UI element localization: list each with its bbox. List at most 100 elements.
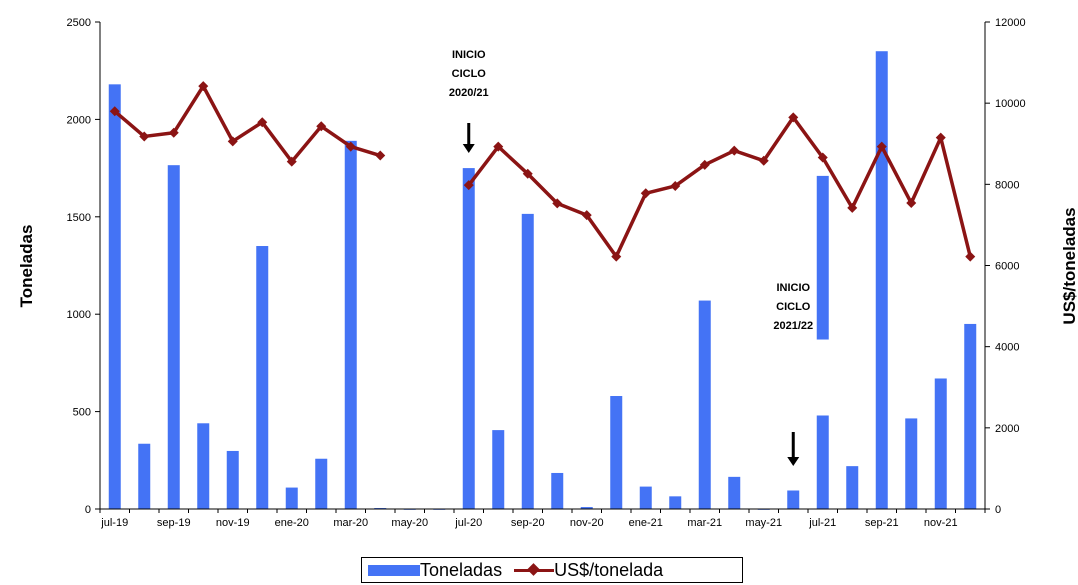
bar-ene-21 <box>639 486 652 509</box>
bar-sep-21 <box>875 51 888 509</box>
legend-label-price: US$/tonelada <box>554 559 664 580</box>
x-tick-label: nov-20 <box>570 517 604 529</box>
bar-oct-20 <box>551 472 564 509</box>
annotations-layer: INICIO CICLO 2020/21 INICIO CICLO 2021/22 <box>449 49 813 466</box>
y-right-tick-label: 10000 <box>995 98 1026 110</box>
legend-label-toneladas: Toneladas <box>420 559 503 580</box>
price-point-ene-20 <box>286 156 297 167</box>
price-point-oct-20 <box>552 198 563 209</box>
price-point-dic-19 <box>257 117 268 128</box>
price-point-ago-19 <box>139 131 150 142</box>
bar-ago-19 <box>138 443 151 509</box>
x-tick-label: may-20 <box>391 517 428 529</box>
y-right-tick-label: 0 <box>995 504 1001 516</box>
price-point-dic-20 <box>611 251 622 262</box>
axes-layer: 0 500 1000 1500 2000 2500 0 2000 4000 6000 8000 100… <box>67 17 1026 529</box>
price-point-jul-20 <box>463 180 474 191</box>
bar-ene-20 <box>285 487 298 509</box>
bar-mar-21 <box>698 300 711 509</box>
bar-dic-21 <box>964 323 977 509</box>
y-left-tick-label: 500 <box>73 407 91 419</box>
bar-nov-21 <box>934 378 947 509</box>
y-right-tick-label: 8000 <box>995 179 1019 191</box>
annotation-arrow-head <box>462 144 475 153</box>
legend-item-price: US$/tonelada <box>502 560 663 581</box>
price-point-sep-19 <box>168 127 179 138</box>
price-point-dic-21 <box>965 251 976 262</box>
bar-mar-20 <box>344 140 357 509</box>
x-tick-label: sep-19 <box>157 517 191 529</box>
legend-item-toneladas: Toneladas <box>362 560 502 581</box>
x-tick-label: ene-21 <box>629 517 663 529</box>
y-right-tick-label: 2000 <box>995 423 1019 435</box>
bar-feb-21 <box>669 496 682 509</box>
y-right-tick-label: 4000 <box>995 342 1019 354</box>
x-tick-label: jul-19 <box>100 517 128 529</box>
bar-jul-20 <box>462 168 475 509</box>
y-right-axis-title: US$/toneladas <box>1060 207 1078 324</box>
price-point-mar-21 <box>699 159 710 170</box>
bar-jun-21 <box>787 490 800 509</box>
price-line-segment-1 <box>467 115 972 259</box>
price-point-nov-19 <box>227 136 238 147</box>
price-point-mar-20 <box>345 141 356 152</box>
y-left-axis-title: Toneladas <box>17 225 36 308</box>
y-left-tick-label: 1000 <box>67 309 91 321</box>
legend: Toneladas US$/tonelada <box>361 557 743 583</box>
annotation-text: 2020/21 <box>449 87 489 99</box>
price-point-ago-20 <box>493 141 504 152</box>
bar-oct-19 <box>197 423 210 509</box>
price-point-nov-20 <box>581 210 592 221</box>
price-point-feb-20 <box>316 121 327 132</box>
price-point-sep-20 <box>522 168 533 179</box>
bar-nov-20 <box>580 507 593 509</box>
bar-jul-21 <box>816 415 829 509</box>
bar-dic-19 <box>256 246 269 509</box>
bars-layer <box>108 51 977 510</box>
price-point-ago-21 <box>847 202 858 213</box>
price-point-jun-21 <box>788 112 799 123</box>
price-point-oct-21 <box>906 198 917 209</box>
x-tick-label: sep-21 <box>865 517 899 529</box>
price-line-segment-0 <box>113 84 381 164</box>
bar-feb-20 <box>315 458 328 509</box>
legend-line-swatch <box>514 563 555 577</box>
annotation-text: CICLO <box>452 68 487 80</box>
bar-oct-21 <box>905 418 918 509</box>
x-tick-label: nov-21 <box>924 517 958 529</box>
y-right-tick-label: 6000 <box>995 261 1019 273</box>
bar-ago-20 <box>492 430 505 509</box>
bar-floating-segment <box>816 175 829 340</box>
x-tick-label: ene-20 <box>275 517 309 529</box>
x-tick-label: mar-21 <box>687 517 722 529</box>
x-tick-label: jul-20 <box>454 517 482 529</box>
bar-sep-20 <box>521 213 534 510</box>
bar-sep-19 <box>167 165 180 510</box>
bar-jul-19 <box>108 84 121 509</box>
legend-bar-swatch <box>368 564 420 576</box>
bar-ago-21 <box>846 466 859 509</box>
x-tick-label: mar-20 <box>333 517 368 529</box>
x-tick-label: may-21 <box>745 517 782 529</box>
price-point-may-21 <box>758 155 769 166</box>
annotation-text: CICLO <box>776 301 811 313</box>
price-point-abr-21 <box>729 145 740 156</box>
price-point-sep-21 <box>876 141 887 152</box>
y-left-tick-label: 1500 <box>67 212 91 224</box>
y-left-tick-label: 0 <box>85 504 91 516</box>
annotation-arrow-head <box>787 457 800 466</box>
x-tick-label: sep-20 <box>511 517 545 529</box>
x-tick-label: jul-21 <box>808 517 836 529</box>
dual-axis-chart: 0 500 1000 1500 2000 2500 0 2000 4000 6000 8000 100… <box>17 17 1078 529</box>
bar-abr-21 <box>728 476 741 509</box>
y-left-tick-label: 2000 <box>67 114 91 126</box>
price-point-jul-21 <box>817 152 828 163</box>
y-left-tick-label: 2500 <box>67 17 91 29</box>
price-point-jul-19 <box>109 106 120 117</box>
bar-dic-20 <box>610 396 623 509</box>
price-line-layer <box>109 81 976 262</box>
price-point-feb-21 <box>670 180 681 191</box>
price-point-oct-19 <box>198 81 209 92</box>
annotation-text: INICIO <box>776 282 810 294</box>
bar-nov-19 <box>226 450 239 509</box>
